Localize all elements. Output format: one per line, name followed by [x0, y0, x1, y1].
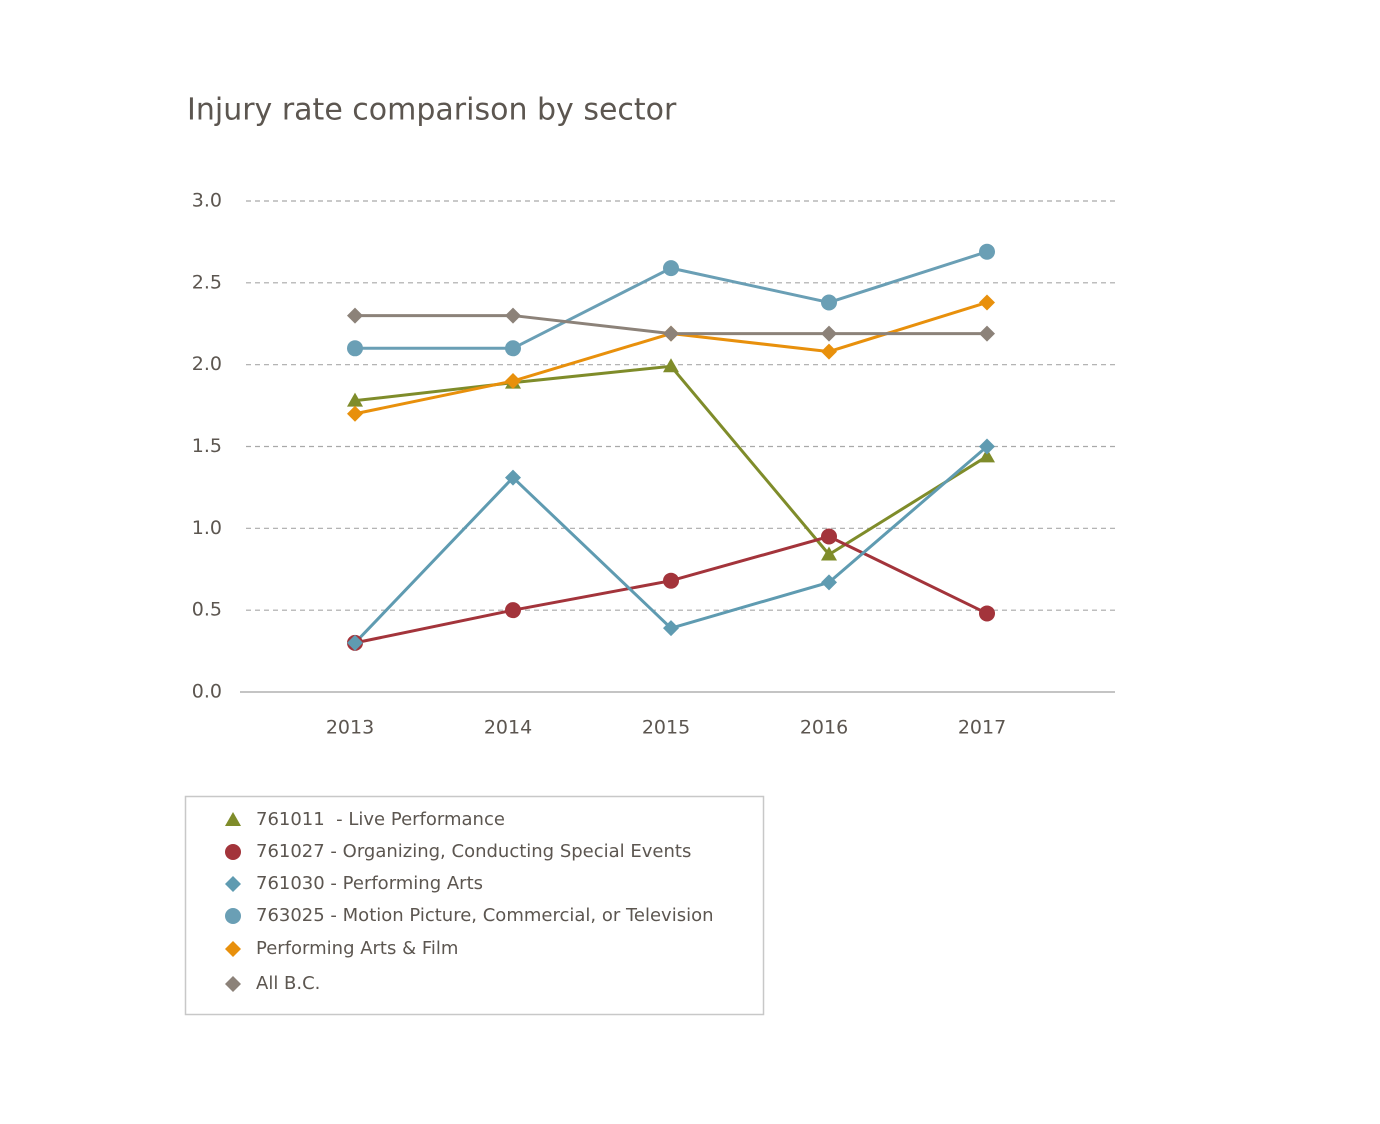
- legend-marker: [225, 908, 241, 924]
- marker: [821, 546, 837, 561]
- legend-box: [184, 795, 765, 1016]
- legend-label: 763025 - Motion Picture, Commercial, or …: [256, 905, 714, 926]
- x-tick-label: 2016: [800, 717, 848, 739]
- legend-label: 761011 - Live Performance: [256, 809, 505, 830]
- x-tick-label: 2013: [326, 717, 374, 739]
- marker: [505, 373, 521, 390]
- y-tick-label: 0.0: [192, 681, 222, 703]
- marker: [821, 574, 837, 591]
- marker: [505, 602, 521, 619]
- legend-marker: [225, 812, 241, 826]
- marker: [821, 294, 837, 311]
- chart-title: Injury rate comparison by sector: [187, 93, 677, 128]
- legend-marker: [225, 844, 241, 860]
- series-line: [353, 445, 988, 644]
- marker: [505, 469, 521, 486]
- marker: [979, 294, 995, 311]
- marker: [979, 605, 995, 622]
- marker: [663, 572, 679, 589]
- marker: [663, 620, 679, 637]
- x-tick-label: 2014: [484, 717, 532, 739]
- y-tick-label: 1.0: [192, 517, 222, 539]
- legend-label: 761030 - Performing Arts: [256, 873, 483, 894]
- legend-label: Performing Arts & Film: [256, 938, 458, 959]
- legend-label: 761027 - Organizing, Conducting Special …: [256, 841, 691, 862]
- marker: [979, 243, 995, 260]
- legend-marker: [225, 941, 241, 957]
- legend-marker: [225, 976, 241, 992]
- marker: [821, 343, 837, 360]
- marker: [505, 307, 521, 324]
- marker: [821, 325, 837, 342]
- y-tick-label: 1.5: [192, 435, 222, 457]
- marker: [663, 325, 679, 342]
- marker: [979, 325, 995, 342]
- series-line: [354, 301, 988, 416]
- y-tick-label: 0.5: [192, 599, 222, 621]
- marker: [979, 438, 995, 455]
- marker: [979, 448, 995, 463]
- marker: [347, 340, 363, 357]
- marker: [347, 392, 363, 407]
- marker: [347, 634, 363, 651]
- marker: [821, 528, 837, 545]
- marker: [505, 340, 521, 357]
- legend-marker: [225, 876, 241, 892]
- y-tick-label: 2.5: [192, 271, 222, 293]
- x-tick-label: 2017: [958, 717, 1006, 739]
- marker: [347, 405, 363, 422]
- legend-label: All B.C.: [256, 973, 320, 994]
- marker: [663, 260, 679, 277]
- marker: [347, 307, 363, 324]
- x-tick-label: 2015: [642, 717, 690, 739]
- y-tick-label: 2.0: [192, 353, 222, 375]
- y-tick-label: 3.0: [192, 190, 222, 212]
- marker: [663, 358, 679, 373]
